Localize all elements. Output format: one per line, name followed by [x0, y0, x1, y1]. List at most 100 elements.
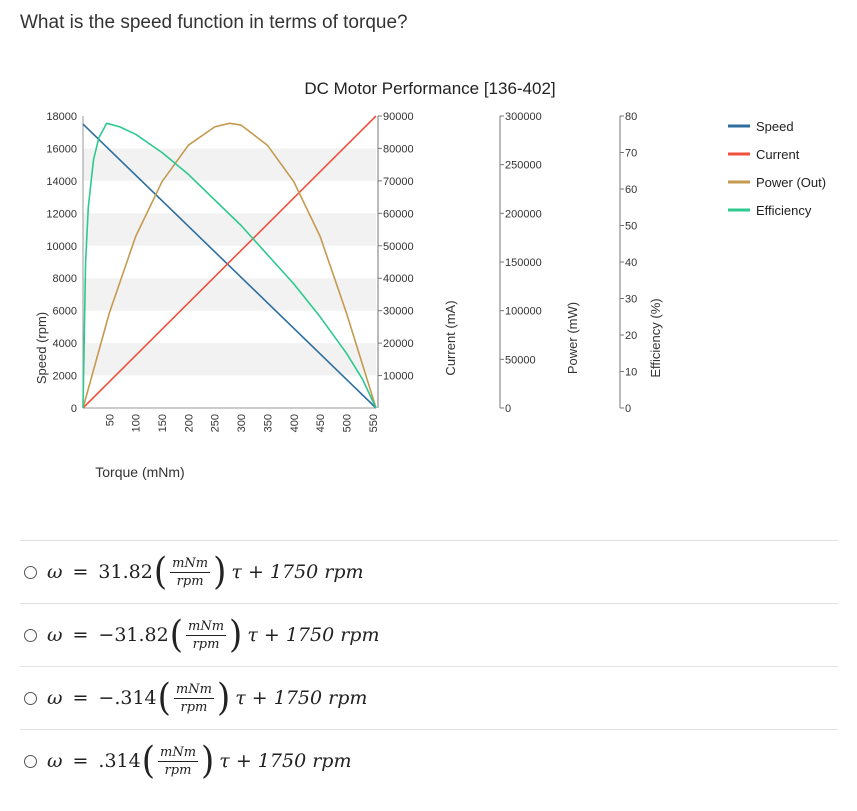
secondary-axis-tick-label: 0	[625, 403, 631, 415]
series-line-power-out	[82, 122, 377, 409]
legend-label: Current	[756, 147, 800, 162]
unit-denominator: rpm	[176, 573, 204, 589]
secondary-axis-tick-label: 60000	[383, 208, 414, 220]
left-paren: (	[153, 550, 168, 594]
secondary-axis-tick-label: 30	[625, 294, 637, 306]
unit-numerator: mNm	[170, 555, 211, 573]
unit-numerator: mNm	[158, 744, 199, 762]
radio-button[interactable]	[24, 691, 37, 705]
unit-denominator: rpm	[192, 636, 220, 652]
equation-rest: τ + 1750 rpm	[235, 687, 368, 709]
secondary-axis-tick-label: 50000	[505, 354, 536, 366]
right-paren: )	[201, 739, 215, 783]
y-tick-label: 4000	[53, 338, 77, 350]
radio-button[interactable]	[24, 628, 37, 642]
y-tick-label: 6000	[53, 306, 77, 318]
x-tick-label: 150	[157, 414, 169, 432]
equals-sign: =	[72, 624, 89, 646]
x-tick-label: 50	[104, 414, 116, 426]
legend-label: Efficiency	[756, 203, 812, 218]
secondary-axis-tick-label: 250000	[505, 160, 542, 172]
right-paren: )	[229, 613, 243, 657]
grid-band	[83, 213, 376, 246]
unit-fraction: mNm rpm	[173, 681, 214, 715]
answer-option[interactable]: ω = .314 ( mNm rpm ) τ + 1750 rpm	[20, 729, 838, 792]
answer-option[interactable]: ω = − .314 ( mNm rpm ) τ + 1750 rpm	[20, 666, 838, 729]
x-tick-label: 450	[315, 414, 327, 432]
coefficient: .314	[114, 687, 157, 709]
unit-numerator: mNm	[173, 681, 214, 699]
secondary-axis-tick-label: 100000	[505, 306, 542, 318]
x-tick-label: 350	[262, 414, 274, 432]
answer-option[interactable]: ω = − 31.82 ( mNm rpm ) τ + 1750 rpm	[20, 603, 838, 666]
coefficient: 31.82	[98, 561, 153, 583]
legend-label: Speed	[756, 119, 794, 134]
legend-label: Power (Out)	[756, 175, 826, 190]
secondary-axis-tick-label: 10000	[383, 371, 414, 383]
equation-rest: τ + 1750 rpm	[231, 561, 364, 583]
x-tick-label: 400	[289, 414, 301, 432]
question-text: What is the speed function in terms of t…	[20, 12, 408, 33]
equals-sign: =	[72, 561, 89, 583]
unit-fraction: mNm rpm	[158, 744, 199, 778]
unit-denominator: rpm	[180, 699, 208, 715]
secondary-axis-tick-label: 10	[625, 367, 637, 379]
right-paren: )	[216, 676, 231, 720]
x-tick-label: 500	[341, 414, 353, 432]
y-tick-label: 16000	[46, 143, 77, 155]
x-tick-label: 100	[131, 414, 143, 432]
secondary-axis-tick-label: 70000	[383, 176, 414, 188]
secondary-axis-tick-label: 70	[625, 148, 637, 160]
secondary-axis-tick-label: 200000	[505, 208, 542, 220]
x-axis-title: Torque (mNm)	[95, 464, 184, 480]
grid-band	[83, 148, 376, 181]
secondary-axis-tick-label: 30000	[383, 306, 414, 318]
grid-band	[83, 343, 376, 376]
y-tick-label: 8000	[53, 273, 77, 285]
x-tick-label: 550	[368, 414, 380, 432]
y-tick-label: 18000	[46, 111, 77, 123]
left-paren: (	[157, 676, 171, 720]
y-axis-title: Speed (rpm)	[34, 312, 49, 384]
secondary-axis-title: Efficiency (%)	[648, 298, 663, 377]
chart-title: DC Motor Performance [136-402]	[304, 79, 555, 98]
secondary-axis-tick-label: 0	[505, 403, 511, 415]
y-tick-label: 2000	[53, 371, 77, 383]
coefficient: .314	[98, 750, 141, 772]
omega-symbol: ω	[47, 561, 63, 583]
equals-sign: =	[72, 687, 89, 709]
answer-option[interactable]: ω = 31.82 ( mNm rpm ) τ + 1750 rpm	[20, 540, 838, 603]
radio-button[interactable]	[24, 565, 37, 579]
left-paren: (	[141, 739, 155, 783]
coefficient-sign: −	[98, 687, 115, 709]
unit-denominator: rpm	[164, 762, 192, 778]
x-tick-label: 200	[183, 414, 195, 432]
y-tick-label: 10000	[46, 241, 77, 253]
answer-choices: ω = 31.82 ( mNm rpm ) τ + 1750 rpm ω = −…	[20, 540, 838, 792]
secondary-axis-title: Current (mA)	[443, 300, 458, 375]
unit-fraction: mNm rpm	[170, 555, 211, 589]
y-tick-label: 12000	[46, 208, 77, 220]
equation-rest: τ + 1750 rpm	[247, 624, 380, 646]
series-line-speed	[82, 123, 377, 409]
left-paren: (	[169, 613, 184, 657]
secondary-axis-tick-label: 20	[625, 330, 637, 342]
unit-numerator: mNm	[186, 618, 227, 636]
right-paren: )	[213, 550, 227, 594]
y-tick-label: 0	[71, 403, 77, 415]
coefficient: 31.82	[114, 624, 169, 646]
secondary-axis-tick-label: 50000	[383, 241, 414, 253]
y-tick-label: 14000	[46, 176, 77, 188]
secondary-axis-tick-label: 80	[625, 111, 637, 123]
omega-symbol: ω	[47, 750, 63, 772]
x-tick-label: 300	[236, 414, 248, 432]
x-tick-label: 250	[210, 414, 222, 432]
radio-button[interactable]	[24, 754, 37, 768]
series-line-efficiency	[82, 122, 377, 409]
series-line-current	[82, 115, 377, 409]
secondary-axis-tick-label: 150000	[505, 257, 542, 269]
coefficient-sign: −	[98, 624, 115, 646]
secondary-axis-tick-label: 20000	[383, 338, 414, 350]
secondary-axis-tick-label: 50	[625, 221, 637, 233]
secondary-axis-title: Power (mW)	[565, 302, 580, 374]
